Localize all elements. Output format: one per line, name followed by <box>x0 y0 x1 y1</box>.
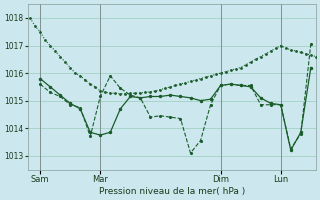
X-axis label: Pression niveau de la mer( hPa ): Pression niveau de la mer( hPa ) <box>99 187 245 196</box>
